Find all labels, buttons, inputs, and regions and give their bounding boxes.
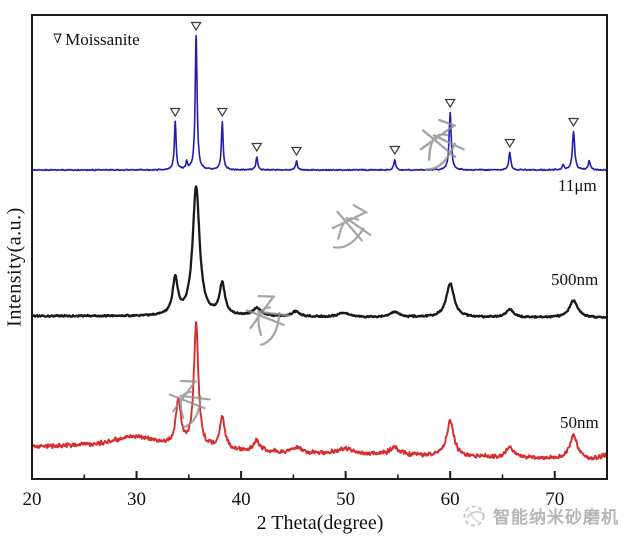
watermark-credit: 智能纳米砂磨机 [461,502,619,529]
peak-marker-icon [504,138,516,149]
series-label-11um: 11μm [558,176,597,195]
y-axis-label: Intensity(a.u.) [3,207,26,327]
x-tick-label-30: 30 [127,489,147,510]
x-axis-label: 2 Theta(degree) [256,512,384,534]
handwritten-watermark-icon [419,118,465,171]
x-tick-label-40: 40 [231,489,251,510]
curve-500nm [32,185,607,319]
handwritten-watermark-icon [245,294,291,347]
x-tick-label-50: 50 [336,489,356,510]
legend-label: Moissanite [65,30,140,49]
peak-marker-icon [290,146,303,157]
handwritten-watermark-icon [331,204,372,249]
plot-frame [31,14,608,480]
x-tick-label-20: 20 [22,489,42,510]
peak-marker-icon [567,117,580,128]
series-label-500nm: 500nm [551,270,599,289]
triangle-down-icon: ∇ [53,31,63,46]
peak-marker-icon [190,21,202,32]
curves-layer [32,34,607,461]
handwritten-watermark-icon [168,379,211,429]
x-tick-label-70: 70 [545,489,565,510]
series-label-50nm: 50nm [560,413,599,432]
peak-marker-icon [444,98,456,109]
x-tick-labels: 20 30 40 50 60 70 [0,489,624,515]
peak-marker-icon [251,142,263,153]
curve-50nm [32,321,607,461]
watermark-logo-icon [463,505,485,527]
peak-marker-icon [169,107,181,118]
legend: ∇ Moissanite [53,30,140,50]
watermark-text: 智能纳米砂磨机 [493,508,619,527]
curve-11um [32,34,607,172]
peak-marker-icon [216,107,228,118]
x-tick-label-60: 60 [440,489,460,510]
peak-marker-icon [389,145,401,156]
